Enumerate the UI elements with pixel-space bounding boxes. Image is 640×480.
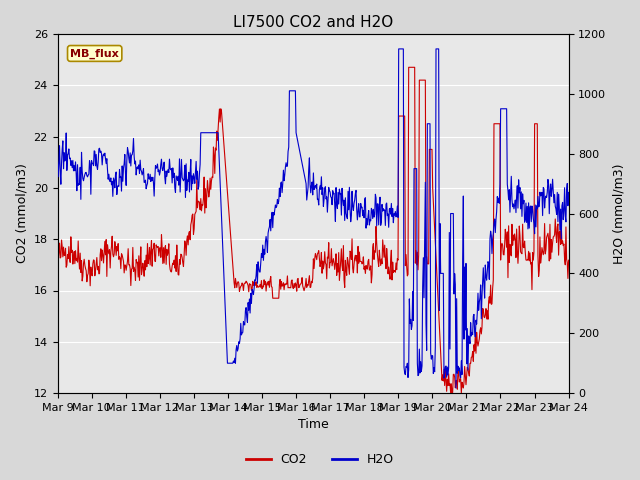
Title: LI7500 CO2 and H2O: LI7500 CO2 and H2O: [233, 15, 393, 30]
Legend: CO2, H2O: CO2, H2O: [241, 448, 399, 471]
Y-axis label: H2O (mmol/m3): H2O (mmol/m3): [612, 163, 625, 264]
Text: MB_flux: MB_flux: [70, 48, 119, 59]
Y-axis label: CO2 (mmol/m3): CO2 (mmol/m3): [15, 164, 28, 264]
X-axis label: Time: Time: [298, 419, 328, 432]
